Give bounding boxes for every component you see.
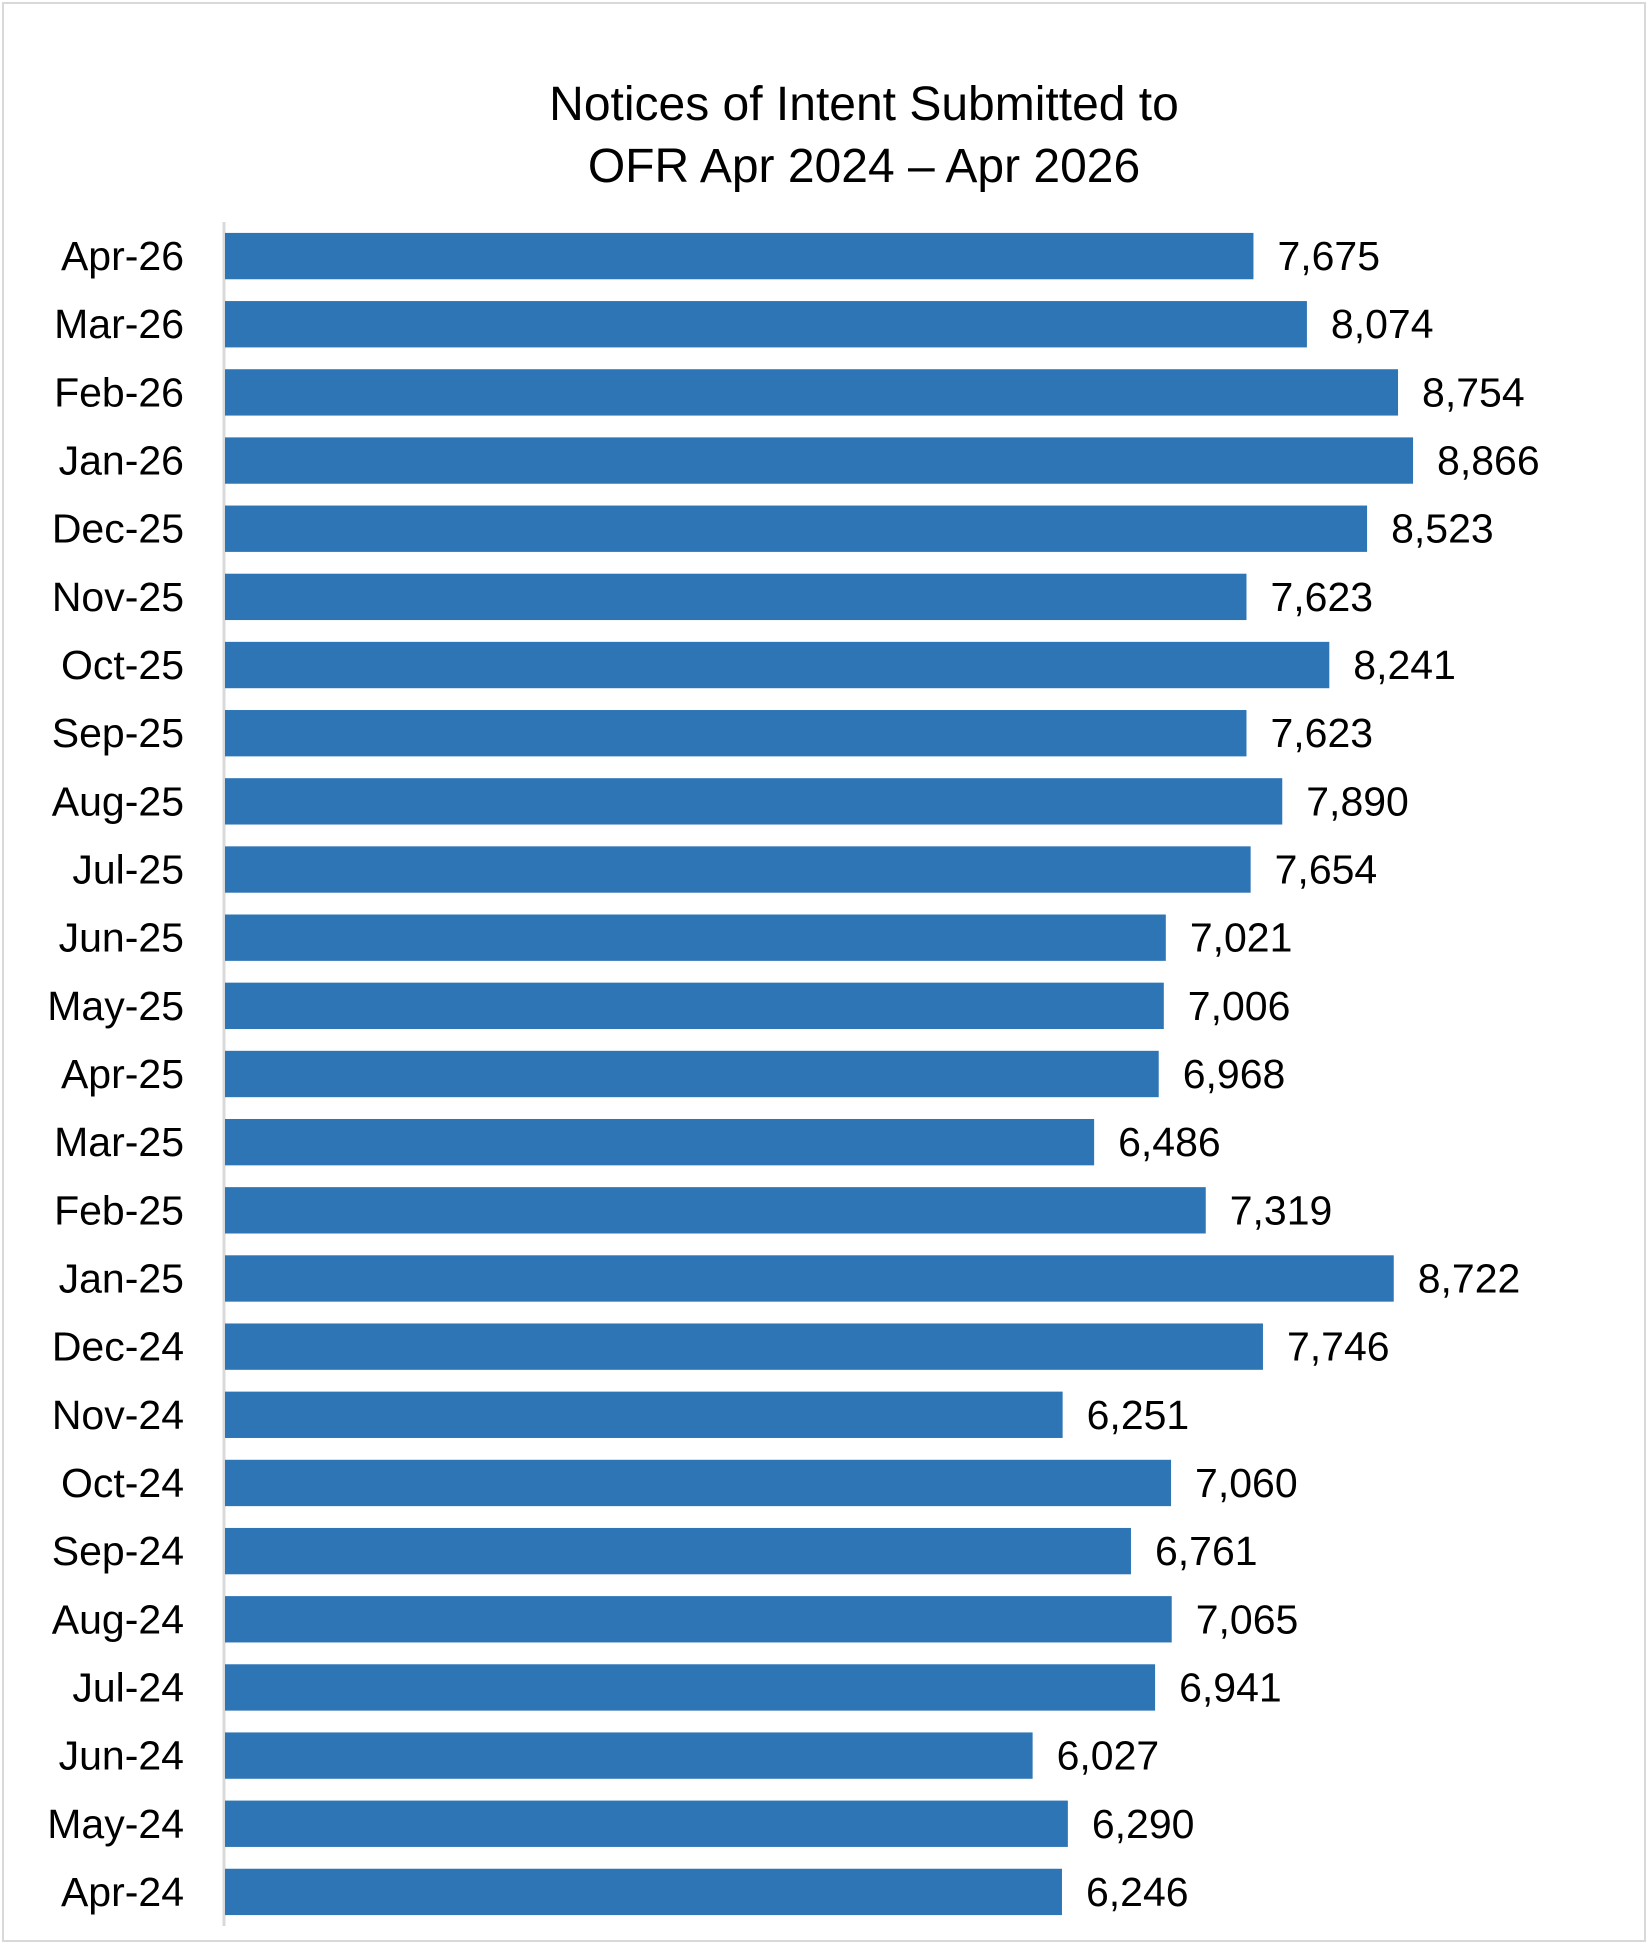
bar-feb-26 bbox=[225, 369, 1399, 416]
data-label: 7,746 bbox=[1287, 1324, 1390, 1370]
category-label: Dec-25 bbox=[52, 506, 184, 552]
bar-may-25 bbox=[225, 982, 1164, 1030]
data-label: 8,722 bbox=[1418, 1255, 1521, 1301]
bar-nov-25 bbox=[225, 573, 1247, 621]
bar-oct-25 bbox=[225, 641, 1330, 689]
data-label: 6,246 bbox=[1086, 1869, 1189, 1915]
category-label: Nov-25 bbox=[52, 574, 184, 620]
data-label: 7,021 bbox=[1190, 915, 1293, 961]
category-label: Oct-24 bbox=[61, 1460, 184, 1506]
bar-dec-24 bbox=[225, 1323, 1263, 1370]
bar-feb-25 bbox=[225, 1187, 1206, 1234]
category-label: Apr-26 bbox=[61, 233, 184, 279]
category-label: Nov-24 bbox=[52, 1392, 184, 1438]
bar-apr-26 bbox=[225, 232, 1254, 280]
data-label: 7,675 bbox=[1277, 233, 1380, 279]
data-label: 8,241 bbox=[1353, 642, 1456, 688]
category-label: May-24 bbox=[47, 1801, 184, 1847]
bar-jan-25 bbox=[225, 1255, 1394, 1302]
category-label: Jun-24 bbox=[59, 1733, 184, 1779]
category-label: Jul-25 bbox=[72, 847, 184, 893]
data-label: 7,890 bbox=[1306, 778, 1409, 824]
bar-sep-24 bbox=[225, 1527, 1131, 1575]
category-label: Feb-26 bbox=[54, 369, 184, 415]
data-label: 7,623 bbox=[1270, 574, 1373, 620]
bar-jan-26 bbox=[225, 437, 1414, 484]
data-label: 7,060 bbox=[1195, 1460, 1298, 1506]
category-label: Oct-25 bbox=[61, 642, 184, 688]
category-label: Jan-25 bbox=[59, 1255, 184, 1301]
bar-apr-25 bbox=[225, 1050, 1159, 1098]
bar-apr-24 bbox=[225, 1868, 1062, 1916]
chart-title-line-1: Notices of Intent Submitted to bbox=[549, 78, 1179, 131]
data-label: 8,074 bbox=[1331, 301, 1434, 347]
bar-nov-24 bbox=[225, 1391, 1063, 1438]
data-label: 6,290 bbox=[1092, 1801, 1195, 1847]
bar-may-24 bbox=[225, 1800, 1068, 1847]
category-label: Jun-25 bbox=[59, 915, 184, 961]
data-label: 6,968 bbox=[1183, 1051, 1286, 1097]
data-label: 7,319 bbox=[1230, 1187, 1333, 1233]
category-label: Mar-25 bbox=[54, 1119, 184, 1165]
category-label: Aug-24 bbox=[52, 1596, 184, 1642]
category-label: Sep-24 bbox=[52, 1528, 184, 1574]
data-label: 6,251 bbox=[1087, 1392, 1190, 1438]
bar-sep-25 bbox=[225, 710, 1247, 757]
data-label: 8,523 bbox=[1391, 506, 1494, 552]
data-label: 6,486 bbox=[1118, 1119, 1221, 1165]
bar-mar-26 bbox=[225, 301, 1307, 348]
category-label: Jan-26 bbox=[59, 438, 184, 484]
bar-aug-24 bbox=[225, 1596, 1172, 1643]
data-label: 8,754 bbox=[1422, 369, 1525, 415]
category-label: Sep-25 bbox=[52, 710, 184, 756]
category-label: Apr-25 bbox=[61, 1051, 184, 1097]
bar-mar-25 bbox=[225, 1118, 1095, 1166]
chart-title-line-2: OFR Apr 2024 – Apr 2026 bbox=[587, 140, 1141, 193]
bar-aug-25 bbox=[225, 778, 1283, 825]
bar-jul-24 bbox=[225, 1664, 1156, 1711]
category-label: Mar-26 bbox=[54, 301, 184, 347]
bar-dec-25 bbox=[225, 505, 1368, 552]
bar-oct-24 bbox=[225, 1459, 1172, 1507]
category-label: Feb-25 bbox=[54, 1187, 184, 1233]
category-label: Apr-24 bbox=[61, 1869, 184, 1915]
data-label: 8,866 bbox=[1437, 438, 1540, 484]
category-label: Aug-25 bbox=[52, 778, 184, 824]
category-label: May-25 bbox=[47, 983, 184, 1029]
data-label: 7,006 bbox=[1188, 983, 1291, 1029]
data-label: 6,941 bbox=[1179, 1664, 1282, 1710]
bar-jun-24 bbox=[225, 1732, 1033, 1779]
category-label: Jul-24 bbox=[72, 1664, 184, 1710]
data-label: 6,027 bbox=[1057, 1733, 1160, 1779]
data-label: 7,065 bbox=[1196, 1596, 1299, 1642]
bar-jul-25 bbox=[225, 846, 1251, 893]
chart-title: Notices of Intent Submitted to OFR Apr 2… bbox=[4, 74, 1648, 198]
bar-jun-25 bbox=[225, 914, 1166, 961]
data-label: 6,761 bbox=[1155, 1528, 1258, 1574]
data-label: 7,654 bbox=[1275, 847, 1378, 893]
data-label: 7,623 bbox=[1270, 710, 1373, 756]
category-label: Dec-24 bbox=[52, 1324, 184, 1370]
